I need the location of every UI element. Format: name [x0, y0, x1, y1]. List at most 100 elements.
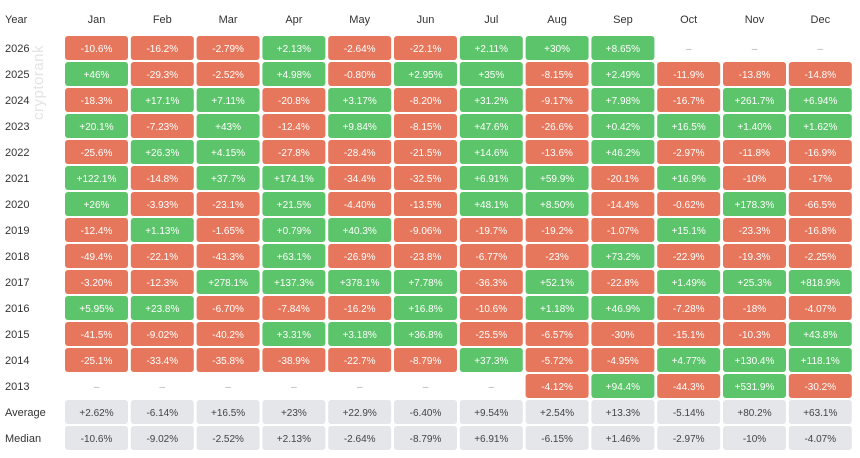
summary-cell-text: +1.46% [606, 434, 640, 445]
heatmap-cell [328, 36, 392, 60]
heatmap-cell [196, 166, 260, 190]
cell-value-text: -13.8% [739, 70, 771, 81]
summary-cell-text: -6.14% [146, 408, 178, 419]
summary-cell [591, 400, 655, 424]
heatmap-cell [328, 270, 392, 294]
heatmap-cell [788, 374, 852, 398]
cell-value-text: -7.84% [278, 304, 310, 315]
heatmap-cell [328, 218, 392, 242]
cell-value-text: -16.9% [804, 148, 836, 159]
cell-value-text: +43% [215, 122, 241, 133]
column-header: Apr [285, 14, 302, 26]
column-header: Nov [745, 14, 765, 26]
heatmap-cell [657, 374, 721, 398]
heatmap-cell [723, 192, 786, 216]
summary-cell-text: +63.1% [803, 408, 837, 419]
cell-value-text: -33.4% [146, 356, 178, 367]
heatmap-cell [525, 322, 589, 346]
cell-value-text: -66.5% [804, 200, 836, 211]
heatmap-cell [394, 270, 457, 294]
cell-value-text: +94.4% [606, 382, 640, 393]
heatmap-cell [262, 192, 326, 216]
heatmap-cell [591, 374, 655, 398]
cell-value-text: -6.57% [541, 330, 573, 341]
heatmap-cell [196, 192, 260, 216]
row-label: 2017 [5, 277, 29, 289]
heatmap-cell [788, 166, 852, 190]
heatmap-cell [394, 166, 457, 190]
heatmap-cell [723, 114, 786, 138]
heatmap-cell [723, 140, 786, 164]
cell-value-text: +46.2% [606, 148, 640, 159]
summary-cell [723, 400, 786, 424]
cell-value-text: -26.9% [344, 252, 376, 263]
heatmap-cell [788, 114, 852, 138]
row-label: 2023 [5, 121, 29, 133]
heatmap-cell [657, 244, 721, 268]
empty-cell-text: – [686, 44, 692, 55]
heatmap-cell [65, 348, 128, 372]
summary-cell [262, 426, 326, 450]
heatmap-cell [328, 192, 392, 216]
summary-cell [130, 426, 194, 450]
heatmap-cell [196, 88, 260, 112]
cell-value-text: +4.98% [277, 70, 311, 81]
cell-value-text: -25.5% [475, 330, 507, 341]
heatmap-cell [591, 244, 655, 268]
summary-cell-text: -10% [743, 434, 766, 445]
cell-value-text: +2.95% [408, 70, 442, 81]
summary-cell-text: +2.62% [79, 408, 113, 419]
heatmap-cell [130, 322, 194, 346]
column-header: Jun [417, 14, 435, 26]
heatmap-cell [328, 166, 392, 190]
cell-value-text: -4.95% [607, 356, 639, 367]
cell-value-text: +17.1% [145, 96, 179, 107]
cell-value-text: -9.02% [146, 330, 178, 341]
heatmap-cell [459, 322, 523, 346]
heatmap-cell [328, 322, 392, 346]
heatmap-cell [65, 192, 128, 216]
summary-cell-text: -6.40% [410, 408, 442, 419]
cell-value-text: +3.31% [277, 330, 311, 341]
summary-cell [328, 400, 392, 424]
cell-value-text: +174.1% [274, 174, 314, 185]
cell-value-text: -11.9% [673, 70, 704, 81]
heatmap-cell [591, 36, 655, 60]
heatmap-cell [788, 270, 852, 294]
cell-value-text: +1.49% [672, 278, 706, 289]
cell-value-text: +20.1% [79, 122, 113, 133]
cell-value-text: +31.2% [474, 96, 508, 107]
heatmap-cell [130, 244, 194, 268]
summary-cell [525, 400, 589, 424]
header-year-label: Year [5, 14, 28, 26]
cell-value-text: +3.17% [343, 96, 377, 107]
heatmap-cell [657, 192, 721, 216]
empty-cell-text: – [94, 382, 100, 393]
summary-cell-text: -9.02% [146, 434, 178, 445]
summary-cell [723, 426, 786, 450]
cell-value-text: -27.8% [278, 148, 310, 159]
summary-cell [65, 426, 128, 450]
row-label: 2024 [5, 95, 29, 107]
heatmap-cell [262, 244, 326, 268]
heatmap-cell [65, 62, 128, 86]
heatmap-cell [723, 296, 786, 320]
heatmap-cell [788, 62, 852, 86]
heatmap-cell [65, 166, 128, 190]
cell-value-text: -4.07% [804, 304, 836, 315]
heatmap-cell [459, 296, 523, 320]
heatmap-cell [459, 270, 523, 294]
heatmap-cell [657, 348, 721, 372]
summary-cell [788, 426, 852, 450]
heatmap-cell [723, 322, 786, 346]
column-header: Feb [153, 14, 172, 26]
cell-value-text: +4.77% [672, 356, 706, 367]
heatmap-cell [130, 348, 194, 372]
cell-value-text: +25.3% [737, 278, 771, 289]
cell-value-text: +46% [84, 70, 110, 81]
heatmap-cell [723, 62, 786, 86]
cell-value-text: +30% [544, 44, 570, 55]
cell-value-text: -12.4% [81, 226, 113, 237]
heatmap-cell [788, 322, 852, 346]
